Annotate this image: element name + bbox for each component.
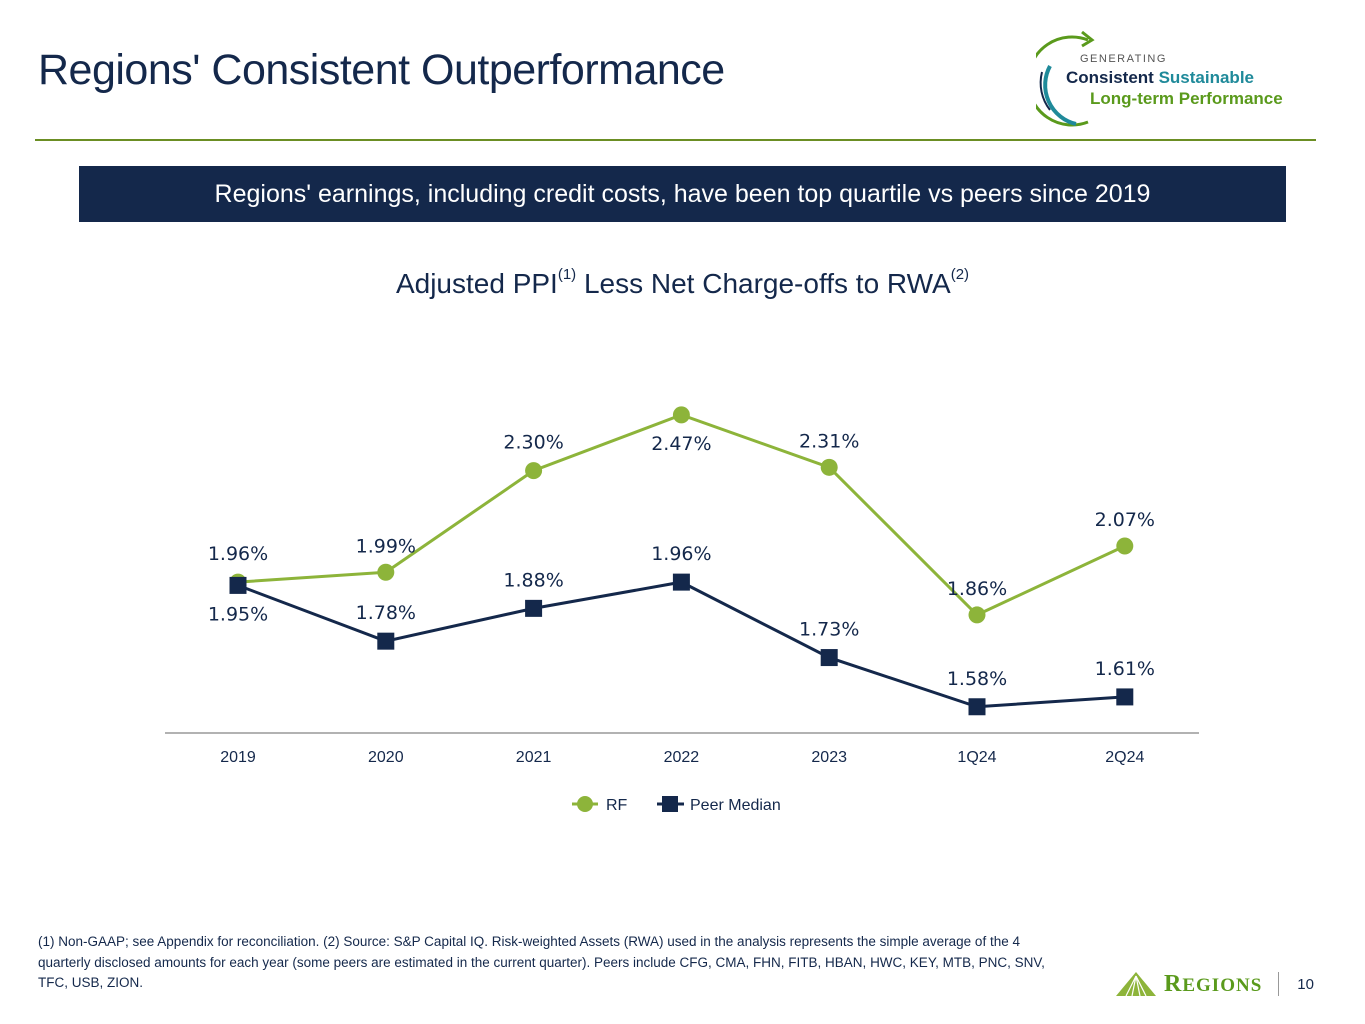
peer-median-data-point bbox=[820, 649, 838, 667]
data-label: 1.61% bbox=[1095, 658, 1155, 680]
data-label: 2.47% bbox=[651, 433, 711, 455]
wordmark-initial: R bbox=[1164, 970, 1183, 997]
rf-data-point bbox=[820, 458, 838, 476]
circular-arrow-icon bbox=[1036, 30, 1095, 127]
regions-pyramid-icon bbox=[1116, 972, 1156, 997]
data-label: 1.73% bbox=[799, 619, 859, 641]
rf-data-point bbox=[1116, 537, 1134, 555]
tagline-logo: GENERATING Consistent Sustainable Long-t… bbox=[1036, 26, 1326, 131]
chart-title-part2: Less Net Charge-offs to RWA bbox=[576, 268, 951, 299]
chart-title: Adjusted PPI(1) Less Net Charge-offs to … bbox=[0, 266, 1365, 300]
logo-generating: GENERATING bbox=[1080, 53, 1167, 65]
logo-sustainable: Sustainable bbox=[1158, 68, 1254, 87]
legend-peer-marker bbox=[662, 796, 678, 812]
peer-median-data-point bbox=[525, 599, 543, 617]
legend-peer-label: Peer Median bbox=[690, 797, 781, 814]
data-label: 2.31% bbox=[799, 430, 859, 452]
peer-median-data-point bbox=[377, 632, 395, 650]
footnote-ref-1: (1) bbox=[557, 266, 577, 283]
data-label: 1.96% bbox=[208, 543, 268, 565]
rf-data-point bbox=[968, 606, 986, 624]
rf-data-point bbox=[377, 563, 395, 581]
footnote-ref-2: (2) bbox=[950, 266, 970, 283]
x-tick-label: 1Q24 bbox=[957, 749, 996, 766]
data-label: 1.99% bbox=[356, 535, 416, 557]
footnote: (1) Non-GAAP; see Appendix for reconcili… bbox=[38, 934, 1045, 990]
regions-brand: REGIONS 10 bbox=[1114, 969, 1314, 999]
logo-line1: Consistent Sustainable bbox=[1066, 68, 1254, 88]
data-label: 2.07% bbox=[1095, 509, 1155, 531]
x-tick-label: 2023 bbox=[811, 749, 847, 766]
x-tick-label: 2Q24 bbox=[1105, 749, 1144, 766]
data-label: 1.86% bbox=[947, 578, 1007, 600]
banner-text: Regions' earnings, including credit cost… bbox=[214, 179, 1151, 208]
data-label: 1.96% bbox=[651, 543, 711, 565]
key-message-banner: Regions' earnings, including credit cost… bbox=[79, 166, 1286, 222]
header-divider bbox=[35, 139, 1316, 141]
rf-data-point bbox=[525, 462, 543, 480]
chart-title-part1: Adjusted PPI bbox=[395, 268, 558, 299]
regions-wordmark: REGIONS bbox=[1164, 971, 1262, 998]
peer-median-data-point bbox=[229, 576, 247, 594]
data-label: 1.95% bbox=[208, 603, 268, 625]
logo-consistent: Consistent bbox=[1066, 68, 1154, 87]
data-label: 2.30% bbox=[503, 432, 563, 454]
legend-rf-label: RF bbox=[606, 797, 628, 814]
x-tick-label: 2022 bbox=[664, 749, 700, 766]
page-title: Regions' Consistent Outperformance bbox=[38, 46, 725, 94]
data-label: 1.78% bbox=[356, 602, 416, 624]
data-label: 1.88% bbox=[503, 569, 563, 591]
x-tick-label: 2021 bbox=[516, 749, 552, 766]
page-number: 10 bbox=[1297, 975, 1314, 993]
peer-median-data-point bbox=[968, 698, 986, 716]
x-tick-label: 2020 bbox=[368, 749, 404, 766]
footer-separator bbox=[1278, 972, 1280, 996]
data-label: 1.58% bbox=[947, 668, 1007, 690]
peer-median-data-point bbox=[1116, 688, 1134, 706]
legend-rf-marker bbox=[577, 796, 593, 812]
rf-data-point bbox=[672, 406, 690, 424]
wordmark-rest: EGIONS bbox=[1182, 974, 1263, 996]
logo-line2: Long-term Performance bbox=[1090, 89, 1283, 108]
peer-median-data-point bbox=[672, 573, 690, 591]
x-tick-label: 2019 bbox=[220, 749, 256, 766]
